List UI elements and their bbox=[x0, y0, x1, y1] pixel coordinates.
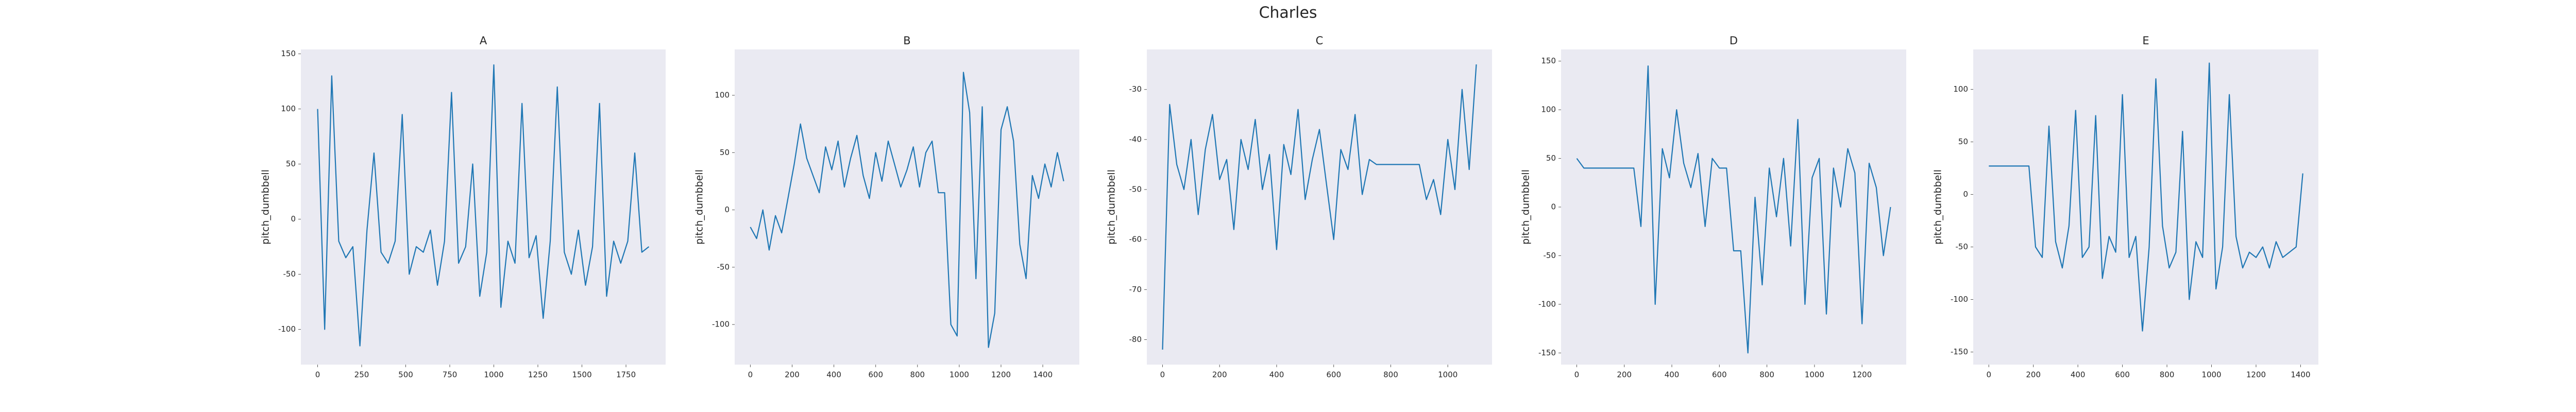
y-tick-label: -100 bbox=[1538, 299, 1556, 308]
y-tick-label: 50 bbox=[286, 159, 296, 168]
x-tick-label: 200 bbox=[1212, 370, 1227, 380]
x-tick-label: 1000 bbox=[484, 370, 503, 380]
subplot-title: A bbox=[480, 35, 487, 47]
subplot-title: C bbox=[1316, 35, 1324, 47]
x-tick-label: 600 bbox=[1712, 370, 1727, 380]
data-line bbox=[317, 64, 650, 347]
plot-area bbox=[1147, 49, 1492, 365]
x-tick-label: 600 bbox=[1326, 370, 1341, 380]
y-tick-label: -70 bbox=[1129, 285, 1142, 294]
y-tick-label: -100 bbox=[278, 324, 296, 334]
x-tick-label: 800 bbox=[2160, 370, 2175, 380]
x-tick-label: 1400 bbox=[1033, 370, 1053, 380]
y-axis-label: pitch_dumbbell bbox=[1106, 169, 1117, 245]
x-tick-label: 800 bbox=[910, 370, 925, 380]
x-tick-label: 1500 bbox=[572, 370, 591, 380]
y-tick-label: 0 bbox=[724, 205, 730, 214]
y-tick-label: 150 bbox=[281, 49, 296, 58]
plot-area bbox=[301, 49, 666, 365]
y-tick-label: 50 bbox=[720, 148, 730, 157]
x-tick-label: 0 bbox=[1160, 370, 1165, 380]
x-tick-label: 250 bbox=[354, 370, 369, 380]
y-tick-label: -40 bbox=[1129, 134, 1142, 144]
data-line bbox=[750, 72, 1064, 348]
x-tick-label: 600 bbox=[2115, 370, 2130, 380]
subplot-title: D bbox=[1730, 35, 1738, 47]
y-axis-label: pitch_dumbbell bbox=[260, 169, 272, 245]
data-line bbox=[1162, 64, 1477, 350]
figure-title: Charles bbox=[1259, 4, 1317, 22]
y-axis-label: pitch_dumbbell bbox=[1933, 169, 1944, 245]
x-tick-label: 400 bbox=[2071, 370, 2086, 380]
x-tick-label: 400 bbox=[1665, 370, 1680, 380]
y-tick-label: -30 bbox=[1129, 84, 1142, 94]
y-tick-label: 150 bbox=[1541, 56, 1556, 65]
subplot-title: E bbox=[2142, 35, 2149, 47]
x-tick-label: 800 bbox=[1383, 370, 1398, 380]
y-tick-label: 50 bbox=[1958, 137, 1968, 146]
x-tick-label: 1750 bbox=[616, 370, 636, 380]
y-tick-label: 0 bbox=[1551, 202, 1556, 212]
x-tick-label: 1000 bbox=[1805, 370, 1824, 380]
y-tick-label: -60 bbox=[1129, 235, 1142, 244]
y-tick-label: 100 bbox=[1541, 105, 1556, 114]
x-tick-label: 1200 bbox=[2246, 370, 2266, 380]
x-tick-label: 1200 bbox=[1852, 370, 1872, 380]
y-tick-label: -80 bbox=[1129, 335, 1142, 344]
x-tick-label: 1200 bbox=[991, 370, 1011, 380]
x-tick-label: 200 bbox=[785, 370, 800, 380]
y-tick-label: -150 bbox=[1951, 347, 1968, 356]
y-tick-label: -50 bbox=[1956, 242, 1969, 251]
y-tick-label: 100 bbox=[715, 91, 730, 100]
y-tick-label: -100 bbox=[1951, 295, 1968, 304]
y-tick-label: -50 bbox=[1129, 185, 1142, 194]
x-tick-label: 1250 bbox=[528, 370, 548, 380]
y-tick-label: 0 bbox=[1963, 190, 1968, 199]
y-tick-label: 100 bbox=[1953, 84, 1968, 94]
x-tick-label: 600 bbox=[868, 370, 883, 380]
x-tick-label: 0 bbox=[1986, 370, 1991, 380]
x-tick-label: 1400 bbox=[2291, 370, 2310, 380]
subplot-title: B bbox=[903, 35, 910, 47]
x-tick-label: 750 bbox=[443, 370, 457, 380]
y-tick-label: 50 bbox=[1546, 153, 1556, 163]
plot-area bbox=[1561, 49, 1906, 365]
data-line bbox=[1989, 62, 2303, 332]
x-tick-label: 0 bbox=[1574, 370, 1580, 380]
y-axis-label: pitch_dumbbell bbox=[1520, 169, 1532, 245]
x-tick-label: 1000 bbox=[1438, 370, 1458, 380]
x-tick-label: 400 bbox=[826, 370, 841, 380]
x-tick-label: 200 bbox=[1617, 370, 1632, 380]
x-tick-label: 1000 bbox=[2201, 370, 2221, 380]
x-tick-label: 0 bbox=[315, 370, 320, 380]
y-tick-label: 100 bbox=[281, 104, 296, 113]
y-axis-label: pitch_dumbbell bbox=[694, 169, 705, 245]
x-tick-label: 1000 bbox=[950, 370, 969, 380]
x-tick-label: 200 bbox=[2026, 370, 2041, 380]
y-tick-label: -50 bbox=[283, 269, 296, 279]
x-tick-label: 0 bbox=[748, 370, 753, 380]
y-tick-label: -50 bbox=[1544, 251, 1556, 260]
y-tick-label: -100 bbox=[712, 320, 730, 329]
plot-area bbox=[1973, 49, 2318, 365]
x-tick-label: 500 bbox=[398, 370, 413, 380]
plot-area bbox=[735, 49, 1079, 365]
data-line bbox=[1576, 65, 1891, 354]
y-tick-label: -150 bbox=[1538, 348, 1556, 357]
x-tick-label: 400 bbox=[1269, 370, 1284, 380]
x-tick-label: 800 bbox=[1759, 370, 1774, 380]
y-tick-label: 0 bbox=[291, 214, 296, 224]
y-tick-label: -50 bbox=[717, 262, 730, 271]
